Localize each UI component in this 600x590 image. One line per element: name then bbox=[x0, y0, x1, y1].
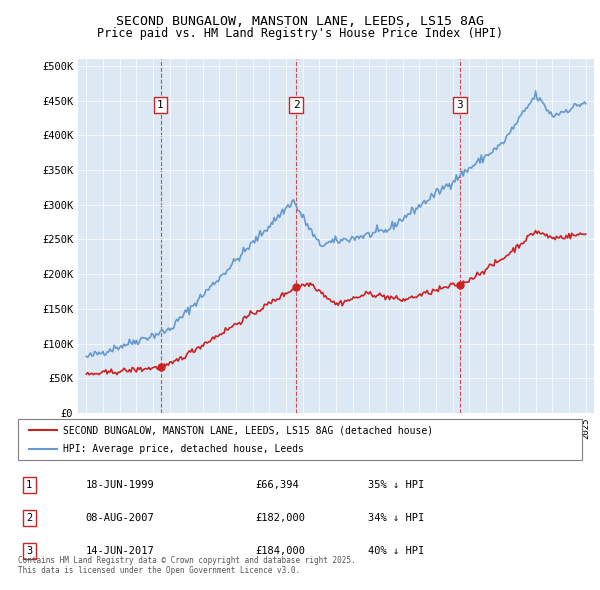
Text: £66,394: £66,394 bbox=[255, 480, 299, 490]
Text: £184,000: £184,000 bbox=[255, 546, 305, 556]
Text: £182,000: £182,000 bbox=[255, 513, 305, 523]
Text: 2: 2 bbox=[26, 513, 32, 523]
Text: 14-JUN-2017: 14-JUN-2017 bbox=[86, 546, 154, 556]
FancyBboxPatch shape bbox=[18, 419, 582, 460]
Text: 2: 2 bbox=[293, 100, 299, 110]
Text: SECOND BUNGALOW, MANSTON LANE, LEEDS, LS15 8AG: SECOND BUNGALOW, MANSTON LANE, LEEDS, LS… bbox=[116, 15, 484, 28]
Text: 34% ↓ HPI: 34% ↓ HPI bbox=[368, 513, 424, 523]
Text: 1: 1 bbox=[26, 480, 32, 490]
Text: 3: 3 bbox=[457, 100, 463, 110]
Text: 1: 1 bbox=[157, 100, 164, 110]
Text: 35% ↓ HPI: 35% ↓ HPI bbox=[368, 480, 424, 490]
Text: Price paid vs. HM Land Registry's House Price Index (HPI): Price paid vs. HM Land Registry's House … bbox=[97, 27, 503, 40]
Text: SECOND BUNGALOW, MANSTON LANE, LEEDS, LS15 8AG (detached house): SECOND BUNGALOW, MANSTON LANE, LEEDS, LS… bbox=[63, 425, 433, 435]
Text: 3: 3 bbox=[26, 546, 32, 556]
Text: HPI: Average price, detached house, Leeds: HPI: Average price, detached house, Leed… bbox=[63, 444, 304, 454]
Text: Contains HM Land Registry data © Crown copyright and database right 2025.
This d: Contains HM Land Registry data © Crown c… bbox=[18, 556, 356, 575]
Text: 18-JUN-1999: 18-JUN-1999 bbox=[86, 480, 154, 490]
Text: 08-AUG-2007: 08-AUG-2007 bbox=[86, 513, 154, 523]
Text: 40% ↓ HPI: 40% ↓ HPI bbox=[368, 546, 424, 556]
